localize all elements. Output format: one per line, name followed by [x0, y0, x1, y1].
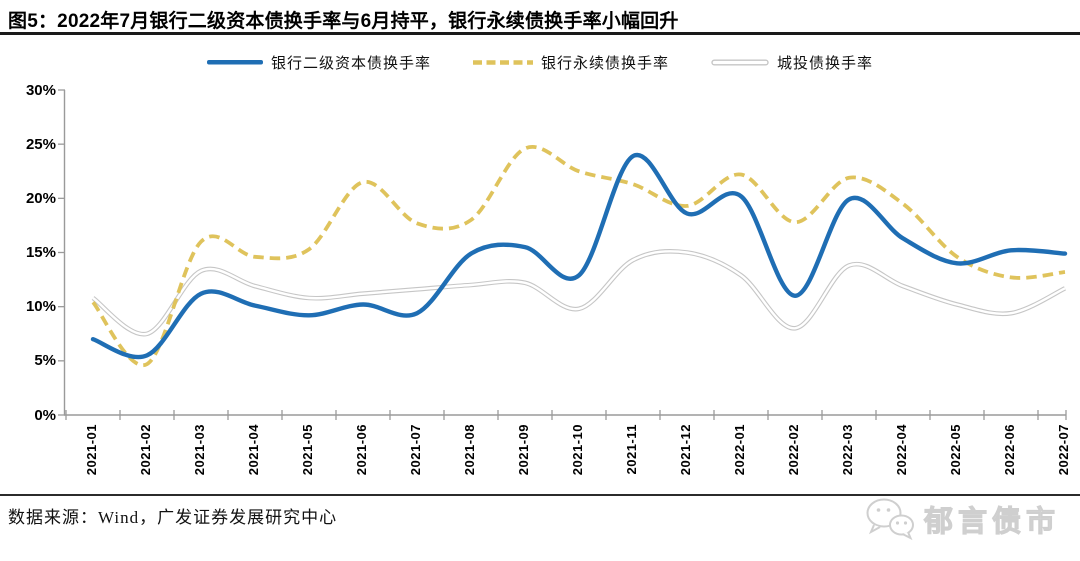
- y-axis-label: 0%: [34, 406, 56, 424]
- x-axis-label: 2021-09: [516, 424, 531, 476]
- legend-item-perpetual-bond: 银行永续债换手率: [472, 52, 669, 73]
- x-axis-label: 2021-04: [246, 424, 261, 476]
- legend-label: 银行二级资本债换手率: [270, 56, 431, 72]
- x-axis-label: 2022-01: [732, 424, 747, 476]
- x-axis-label: 2022-06: [1002, 424, 1017, 476]
- x-axis-label: 2021-05: [300, 424, 315, 476]
- x-axis-label: 2021-08: [462, 424, 477, 476]
- figure-title-text: 2022年7月银行二级资本债换手率与6月持平，银行永续债换手率小幅回升: [57, 11, 679, 32]
- x-axis-label: 2021-02: [138, 424, 153, 476]
- legend-item-tier2-capital-bond: 银行二级资本债换手率: [206, 52, 431, 73]
- legend-label: 银行永续债换手率: [540, 56, 669, 72]
- x-axis-label: 2021-07: [408, 424, 423, 476]
- source-note: 数据来源：Wind，广发证券发展研究中心: [8, 508, 338, 527]
- watermark: 郁言债市: [864, 496, 1060, 542]
- x-axis-label: 2022-05: [948, 424, 963, 476]
- x-axis-label: 2021-06: [354, 424, 369, 476]
- y-axis-label: 30%: [25, 81, 56, 99]
- solid-line-swatch-icon: [206, 60, 263, 65]
- x-axis-label: 2022-03: [840, 424, 855, 476]
- x-axis-label: 2022-07: [1056, 424, 1071, 476]
- x-axis-label: 2021-03: [192, 424, 207, 476]
- wechat-icon: [866, 498, 914, 541]
- x-axis-label: 2021-11: [624, 424, 639, 475]
- series-chengtou-bond-line-core: [92, 250, 1066, 336]
- chart-legend: 银行二级资本债换手率 银行永续债换手率 城投债换手率: [0, 52, 1080, 73]
- plot-area: [58, 89, 1068, 420]
- y-axis-label: 10%: [25, 298, 56, 316]
- title-divider: [0, 32, 1080, 35]
- footer-divider: [0, 494, 1080, 496]
- y-axis-label: 5%: [34, 352, 56, 370]
- legend-item-chengtou-bond: 城投债换手率: [711, 52, 873, 73]
- x-axis-label: 2022-04: [894, 424, 909, 476]
- legend-label: 城投债换手率: [777, 56, 874, 72]
- figure-title: 图5：2022年7月银行二级资本债换手率与6月持平，银行永续债换手率小幅回升: [8, 6, 1072, 33]
- x-axis-label: 2022-02: [786, 424, 801, 476]
- series-tier2-capital-bond-line: [90, 152, 1068, 360]
- figure-label: 图5：: [8, 11, 58, 32]
- y-axis-label: 20%: [25, 189, 56, 207]
- x-axis-label: 2021-12: [678, 424, 693, 476]
- x-axis-label: 2021-10: [570, 424, 585, 476]
- tube-line-swatch-icon: [711, 59, 769, 65]
- y-axis-label: 25%: [25, 135, 56, 153]
- dashed-line-swatch-icon: [472, 60, 533, 65]
- watermark-text: 郁言债市: [923, 505, 1060, 538]
- y-axis-label: 15%: [25, 244, 56, 261]
- x-axis-label: 2021-01: [84, 424, 99, 476]
- series-perpetual-bond-line: [91, 145, 1066, 368]
